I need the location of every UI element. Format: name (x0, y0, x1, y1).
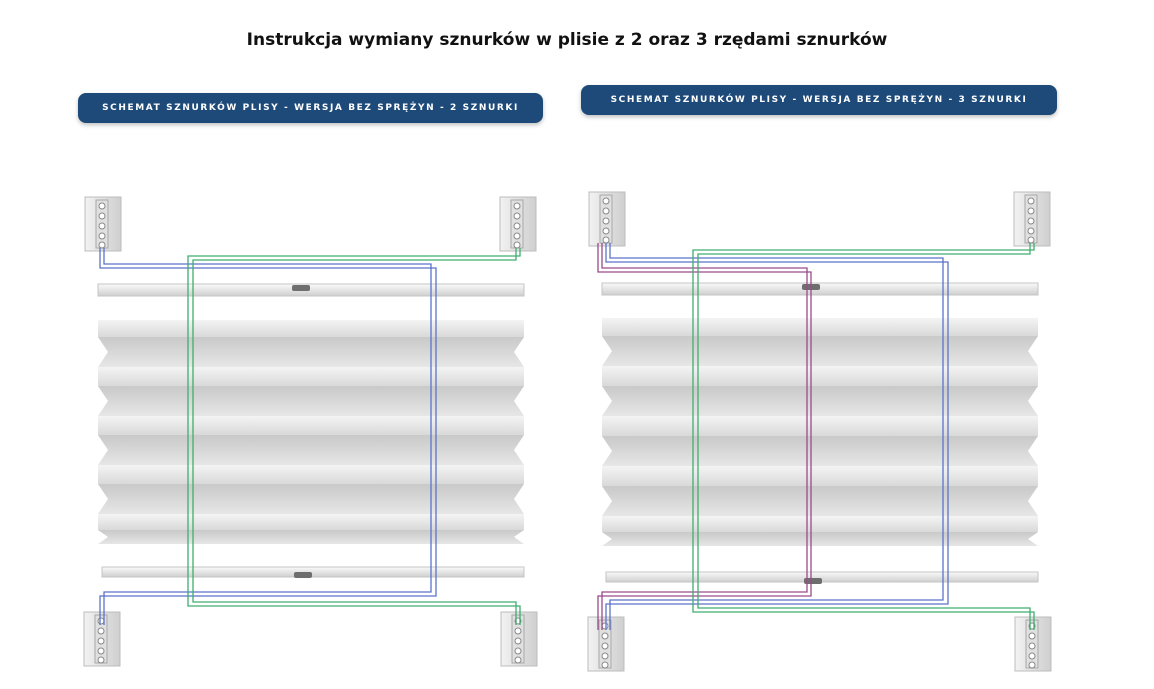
cord-blue-left (99, 248, 437, 625)
cord-green-left (187, 248, 521, 625)
top-rail-right (601, 282, 1039, 296)
bracket-top-left (588, 191, 626, 247)
cords-left (99, 248, 521, 625)
cords-right (597, 243, 1035, 630)
bracket-bottom-right (1014, 616, 1052, 672)
bracket-top-right (1013, 191, 1051, 247)
cord-blue-right (605, 243, 949, 630)
bracket-top-right (499, 196, 537, 252)
top-rail-left (97, 283, 525, 297)
cord-purple-right (597, 243, 812, 630)
pleated-fabric-left (98, 320, 524, 544)
diagram-banner-3-cords: schemat sznurków plisy - wersja bez sprę… (581, 85, 1057, 115)
bracket-bottom-right (500, 611, 538, 667)
diagram-banner-2-cords: schemat sznurków plisy - wersja bez sprę… (78, 93, 543, 123)
bracket-top-left (84, 196, 122, 252)
bracket-bottom-left (83, 611, 121, 667)
diagram-right (587, 191, 1052, 672)
bottom-rail-left (101, 566, 525, 578)
cord-green-right (692, 243, 1035, 630)
page-title: Instrukcja wymiany sznurków w plisie z 2… (246, 30, 888, 50)
pleated-fabric-right (602, 318, 1038, 546)
bottom-rail-right (605, 571, 1039, 584)
diagram-left (83, 196, 538, 667)
